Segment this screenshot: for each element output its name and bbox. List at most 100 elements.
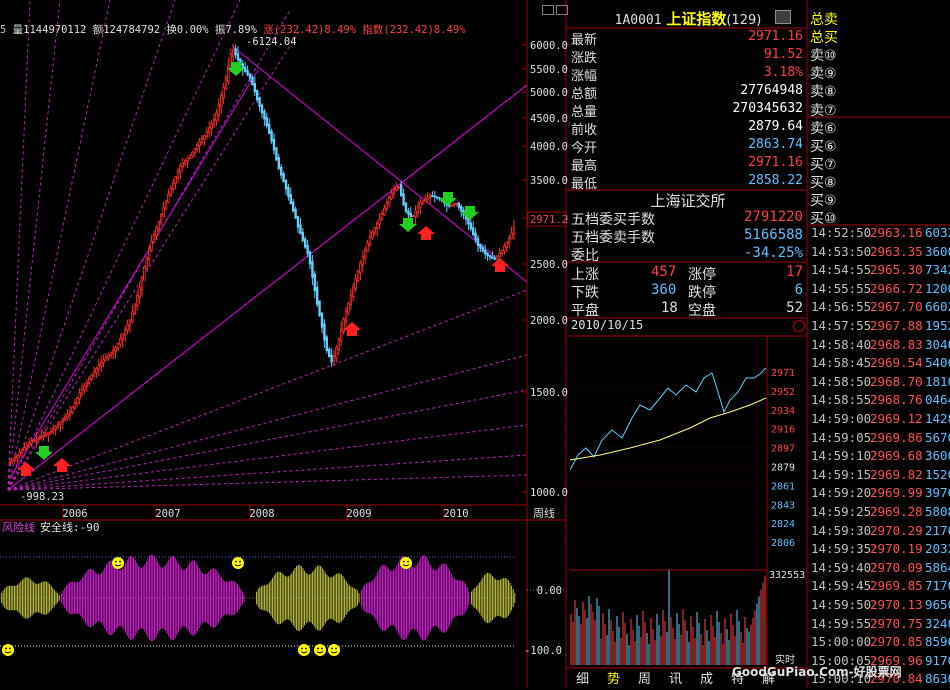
candle-body	[83, 385, 86, 391]
candle-body	[183, 160, 187, 165]
candle-body	[332, 355, 336, 362]
candle-body	[116, 342, 120, 350]
candle-body	[272, 138, 276, 151]
candle-body	[270, 130, 273, 142]
tick-volume: 1200	[925, 280, 950, 296]
sell-arrow-icon	[35, 446, 53, 460]
candle-body	[356, 270, 360, 282]
candle-body	[210, 123, 213, 130]
minimize-icon[interactable]	[542, 5, 554, 15]
tick-price: 2969.99	[870, 485, 923, 501]
limit-up-count: 17	[786, 264, 803, 280]
tab-2[interactable]: 周	[637, 672, 651, 687]
tick-time: 14:58:50	[811, 373, 872, 389]
panel-toggle-icon[interactable]	[775, 10, 791, 24]
candle-body	[207, 127, 211, 134]
last-price-tag: 2971.2	[530, 214, 568, 226]
quote-row: 总额 27764948	[571, 83, 805, 102]
candle-body	[171, 181, 175, 191]
smiley-icon	[4, 651, 12, 654]
tick-volume: 5808	[925, 504, 950, 519]
tick-volume: 5406	[925, 355, 950, 371]
tick-volume: 5670	[925, 429, 950, 445]
tick-price: 2970.29	[870, 522, 923, 538]
tab-5[interactable]: 特	[730, 672, 744, 687]
window-controls	[528, 0, 568, 16]
tab-0[interactable]: 细	[575, 672, 589, 687]
tick-time: 14:52:50	[811, 225, 872, 240]
tick-time: 14:54:55	[811, 262, 872, 278]
candle-body	[416, 206, 420, 213]
close-icon[interactable]	[793, 320, 805, 332]
smiley-icon	[402, 564, 410, 567]
candle-body	[375, 222, 379, 230]
tick-price: 2963.16	[870, 225, 923, 240]
quote-row: 涨幅 3.18%	[571, 65, 805, 84]
tick-volume: 1428	[925, 411, 950, 426]
total-sell-label: 总卖	[810, 12, 838, 28]
candle-body	[102, 359, 105, 364]
tick-time: 14:59:20	[811, 485, 872, 501]
candle-body	[380, 213, 384, 221]
candle-body	[80, 388, 84, 395]
gann-line	[7, 0, 31, 491]
candle-body	[255, 89, 259, 101]
candle-body	[95, 367, 98, 374]
buy-arrow-icon	[53, 458, 71, 472]
tab-3[interactable]: 讯	[668, 672, 682, 687]
smiley-icon	[234, 564, 242, 567]
quote-row: 最低 2858.22	[571, 173, 805, 192]
gann-line	[7, 0, 241, 491]
limit-up-label: 涨停	[688, 267, 716, 283]
price-tick-label: 1000.0	[530, 487, 568, 499]
tab-1[interactable]: 势	[606, 672, 620, 687]
tick-time: 15:00:05	[811, 652, 872, 668]
quote-value: 270345632	[732, 101, 803, 116]
smiley-icon	[9, 647, 11, 650]
candle-body	[385, 202, 389, 210]
tick-time: 14:59:50	[811, 597, 872, 612]
price-tick-label: 2000.0	[530, 315, 568, 327]
candle-body	[452, 203, 456, 206]
tick-time: 14:58:45	[811, 355, 872, 371]
smiley-icon	[232, 557, 244, 569]
candle-body	[344, 310, 348, 322]
intraday-volume-tick: 332553	[769, 570, 805, 581]
candle-body	[85, 381, 89, 387]
smiley-icon	[328, 644, 340, 656]
quote-label: 总额	[571, 87, 598, 102]
smiley-icon	[300, 651, 308, 654]
candle-body	[493, 257, 497, 260]
tick-time: 14:59:10	[811, 448, 872, 464]
order-ratio-label: 五档委卖手数	[571, 230, 655, 246]
smiley-icon	[235, 560, 237, 563]
candle-body	[8, 461, 12, 464]
candle-body	[459, 205, 463, 212]
candle-body	[476, 238, 480, 246]
smiley-icon	[112, 557, 124, 569]
smiley-icon	[119, 560, 121, 563]
candle-body	[500, 249, 504, 255]
candle-body	[399, 184, 403, 197]
candle-body	[222, 86, 225, 99]
candle-body	[68, 411, 72, 416]
tick-volume: 2170	[925, 522, 950, 538]
quote-label: 涨幅	[571, 69, 598, 84]
candle-body	[371, 231, 374, 239]
maximize-icon[interactable]	[556, 5, 568, 15]
tab-4[interactable]: 成	[699, 672, 713, 687]
candle-body	[59, 421, 62, 426]
candle-body	[243, 66, 247, 72]
instrument-code: 1A0001	[614, 13, 662, 28]
candle-body	[73, 401, 77, 409]
price-tick-label: 4500.0	[530, 113, 568, 125]
price-tick-label: 2500.0	[530, 259, 568, 271]
candle-body	[505, 241, 509, 248]
tab-6[interactable]: 解	[761, 672, 775, 687]
buy-arrow-icon	[343, 322, 361, 336]
year-label: 2010	[443, 508, 468, 520]
tick-volume: 1520	[925, 466, 950, 482]
